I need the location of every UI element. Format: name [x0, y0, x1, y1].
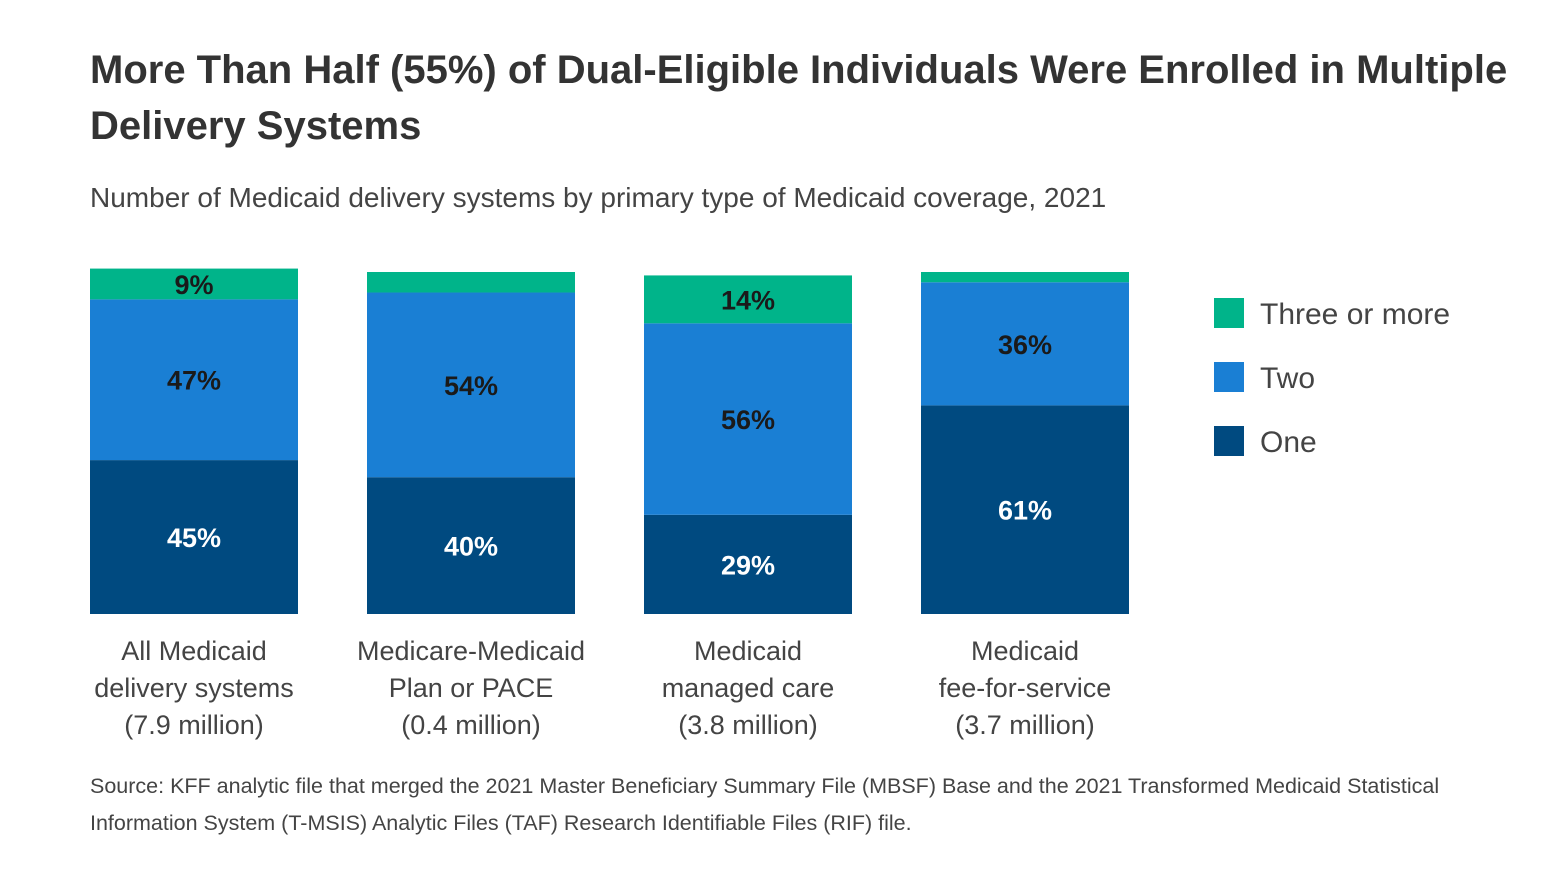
- bar-segment-one-1: [367, 477, 575, 614]
- data-label-two-1: 54%: [444, 371, 498, 401]
- data-label-one-0: 45%: [167, 523, 221, 553]
- legend-swatch-one: [1214, 426, 1244, 456]
- category-label-3-line-1: fee-for-service: [939, 673, 1112, 703]
- data-label-two-2: 56%: [721, 405, 775, 435]
- bar-segment-one-0: [90, 460, 298, 614]
- legend-label-two: Two: [1260, 362, 1315, 395]
- bars-group: 45% 47% 9% 40% 54% 29% 56% 14% 61% 36%: [90, 268, 1129, 614]
- category-labels-group: All Medicaid delivery systems (7.9 million…: [94, 636, 1111, 740]
- category-label-1-line-0: Medicare-Medicaid: [357, 636, 585, 666]
- bar-segment-three-or-more-2: [644, 275, 852, 324]
- stacked-bar-chart: 45% 47% 9% 40% 54% 29% 56% 14% 61% 36% All Medica…: [90, 268, 1450, 740]
- legend: Three or more Two One: [1214, 298, 1450, 459]
- category-label-3-line-2: (3.7 million): [955, 710, 1095, 740]
- data-label-three-or-more-2: 14%: [721, 285, 775, 315]
- bar-segment-two-1: [367, 292, 575, 478]
- category-label-0-line-2: (7.9 million): [124, 710, 264, 740]
- data-label-one-2: 29%: [721, 550, 775, 580]
- category-label-3-line-0: Medicaid: [971, 636, 1079, 666]
- source-note: Source: KFF analytic file that merged th…: [90, 774, 1440, 835]
- bar-segment-two-3: [921, 282, 1129, 406]
- category-label-1-line-1: Plan or PACE: [389, 673, 554, 703]
- category-label-1-line-2: (0.4 million): [401, 710, 541, 740]
- category-label-2-line-0: Medicaid: [694, 636, 802, 666]
- category-label-0-line-0: All Medicaid: [121, 636, 267, 666]
- bar-segment-two-0: [90, 299, 298, 461]
- legend-label-one: One: [1260, 426, 1317, 459]
- bar-segment-three-or-more-1: [367, 272, 575, 293]
- bar-segment-three-or-more-3: [921, 272, 1129, 283]
- legend-label-three-or-more: Three or more: [1260, 298, 1450, 331]
- data-label-one-1: 40%: [444, 532, 498, 562]
- legend-swatch-three-or-more: [1214, 298, 1244, 328]
- category-label-2-line-1: managed care: [662, 673, 835, 703]
- bar-segment-one-3: [921, 405, 1129, 614]
- data-label-three-or-more-0: 9%: [174, 270, 213, 300]
- data-label-two-3: 36%: [998, 330, 1052, 360]
- chart-title: More Than Half (55%) of Dual-Eligible In…: [90, 48, 1508, 148]
- data-label-one-3: 61%: [998, 496, 1052, 526]
- chart-subtitle: Number of Medicaid delivery systems by p…: [90, 182, 1107, 213]
- bar-segment-one-2: [644, 514, 852, 614]
- bar-segment-two-2: [644, 323, 852, 515]
- legend-swatch-two: [1214, 362, 1244, 392]
- bar-segment-three-or-more-0: [90, 268, 298, 300]
- category-label-2-line-2: (3.8 million): [678, 710, 818, 740]
- data-label-two-0: 47%: [167, 366, 221, 396]
- category-label-0-line-1: delivery systems: [94, 673, 294, 703]
